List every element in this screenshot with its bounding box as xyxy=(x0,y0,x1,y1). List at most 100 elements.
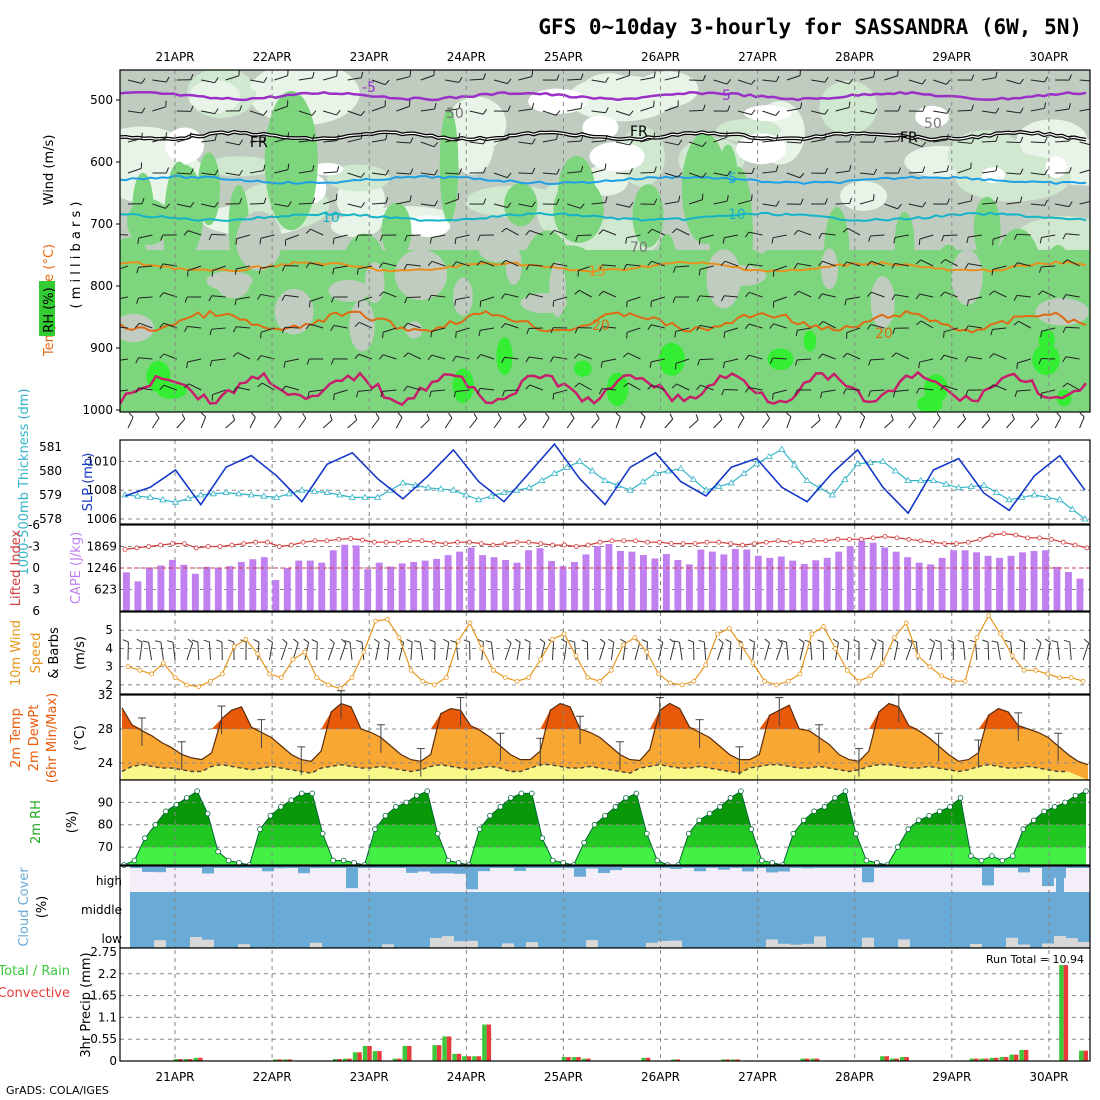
wind-barb-flag xyxy=(293,638,299,644)
wind-barb-flag xyxy=(604,76,609,83)
cape-bar xyxy=(1042,550,1049,611)
wind-barb xyxy=(713,419,723,429)
wind-barb-flag xyxy=(1093,103,1094,109)
wind-barb xyxy=(689,79,704,82)
wind-barb-flag xyxy=(744,291,750,298)
wind-barb-flag xyxy=(777,638,783,644)
thickness-point xyxy=(601,476,609,483)
wind-barb xyxy=(187,265,202,271)
wind-barb-flag xyxy=(258,268,262,275)
thickness-point xyxy=(474,496,483,503)
thickness-point xyxy=(714,482,723,489)
wind-barb xyxy=(1030,172,1045,176)
wind-barb xyxy=(835,107,850,112)
wind-barb-flag xyxy=(1093,195,1094,201)
thickness-point xyxy=(462,491,470,498)
cloud-high-bar xyxy=(346,866,358,889)
wind-barb xyxy=(650,358,665,363)
lifted-index-point xyxy=(158,542,164,548)
wind-barb-flag xyxy=(824,198,828,205)
precip-convective-bar xyxy=(894,1058,899,1061)
wind-barb-flag xyxy=(672,266,676,273)
wind-barb-flag xyxy=(507,202,512,208)
cloud-low-bar xyxy=(790,944,802,948)
precip-convective-bar xyxy=(1083,1050,1089,1061)
wind-barb-flag xyxy=(720,260,726,267)
wind-barb xyxy=(274,169,289,174)
rh-point xyxy=(1020,826,1027,833)
wind-barb xyxy=(822,353,836,360)
wind-barb-flag xyxy=(134,322,140,328)
wind-barb-flag xyxy=(751,167,755,174)
cape-bar xyxy=(329,550,337,611)
rh-blob-drier xyxy=(951,249,983,306)
wind-barb xyxy=(981,170,996,174)
wind-barb xyxy=(188,383,202,391)
cloud-high-bar xyxy=(502,866,514,868)
wind-barb-flag xyxy=(214,77,219,83)
wind-speed-point xyxy=(502,675,508,680)
wind-barb xyxy=(285,234,299,241)
wind-barb xyxy=(139,322,153,329)
wind-barb xyxy=(919,358,934,363)
rh-point xyxy=(790,830,797,837)
wind-barb xyxy=(138,387,153,391)
wind-barb-flag xyxy=(574,382,580,388)
wind-barb xyxy=(797,327,812,331)
wind-barb xyxy=(577,234,592,237)
wind-barb-flag xyxy=(430,331,433,338)
cloud-high-bar xyxy=(334,866,346,868)
wind-barb xyxy=(152,106,166,112)
wind-barb xyxy=(591,79,606,83)
wind-barb xyxy=(713,79,728,85)
rh-blob-saturated xyxy=(156,383,187,399)
wind-barb xyxy=(908,417,917,429)
contour-label: FR xyxy=(250,135,268,151)
wind-speed-point xyxy=(774,682,779,688)
rh-point xyxy=(529,790,535,797)
wind-barb xyxy=(846,296,861,300)
lifted-index-point xyxy=(360,537,365,543)
wind-barb xyxy=(968,296,983,301)
thickness-point xyxy=(917,476,925,483)
wind-barb-flag xyxy=(159,322,165,328)
rh-blob-drier xyxy=(364,262,385,304)
wind-barb xyxy=(591,140,606,143)
wind-barb-flag xyxy=(989,290,995,296)
wind-barb xyxy=(407,385,421,391)
wind-barb-flag xyxy=(620,638,626,643)
wind-barb-flag xyxy=(404,297,408,304)
wind-barb-flag xyxy=(501,357,505,363)
wind-barb xyxy=(420,141,435,148)
wind-barb-flag xyxy=(647,324,652,331)
wind-barb-flag xyxy=(214,108,219,114)
wind-barb-flag xyxy=(305,323,311,330)
lifted-index-point xyxy=(953,541,959,547)
cape-bar xyxy=(203,566,211,611)
ylabel-10m-wind: 10m Wind xyxy=(9,620,24,686)
thickness-point xyxy=(954,484,963,491)
cloud-high-bar xyxy=(274,866,286,869)
wind-barb-flag xyxy=(561,638,567,643)
lifted-index-point xyxy=(799,539,805,545)
wind-barb-flag xyxy=(507,105,511,112)
wind-barb-flag xyxy=(1019,168,1024,175)
date-tick-bottom: 22APR xyxy=(253,1070,292,1084)
wind-barb xyxy=(929,642,936,661)
cape-bar xyxy=(272,579,280,611)
wind-barb xyxy=(1006,141,1021,144)
wind-barb-flag xyxy=(608,638,615,643)
ylabel-cape: CAPE (J/kg) xyxy=(69,532,84,604)
rh-column-moist xyxy=(238,236,281,374)
date-tick-top: 25APR xyxy=(544,50,583,64)
cloud-high-bar xyxy=(322,866,334,868)
wind-barb xyxy=(249,79,264,84)
rh-point xyxy=(309,790,316,797)
wind-barb xyxy=(420,172,435,176)
wind-barb-flag xyxy=(482,108,488,115)
wind-barb-flag xyxy=(623,382,629,388)
wind-barb xyxy=(602,326,617,329)
thickness-point xyxy=(853,460,862,467)
wind-barb xyxy=(975,642,978,661)
